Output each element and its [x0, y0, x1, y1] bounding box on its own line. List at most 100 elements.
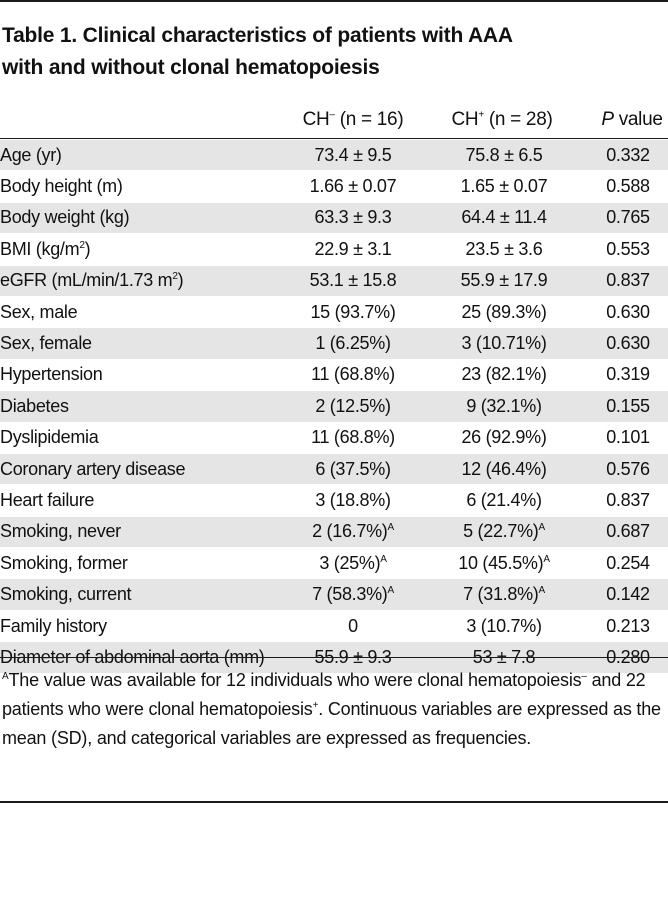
table-row: Sex, female 1 (6.25%) 3 (10.71%) 0.630 [0, 327, 668, 360]
ch-negative-value-text: 2 (16.7%) [312, 521, 388, 542]
p-value: 0.319 [588, 359, 668, 392]
row-label: Sex, female [0, 327, 286, 360]
table-row: Smoking, never 2 (16.7%)A 5 (22.7%)A 0.687 [0, 516, 668, 549]
ch-positive-value-superscript: A [538, 522, 545, 534]
row-label-text: eGFR (mL/min/1.73 m [0, 270, 173, 291]
p-value-text: 0.332 [606, 144, 650, 165]
header-rule [0, 138, 668, 139]
table-row: Smoking, current 7 (58.3%)A 7 (31.8%)A 0.14… [0, 578, 668, 611]
ch-negative-value: 63.3 ± 9.3 [286, 202, 420, 235]
p-value-text: 0.213 [606, 615, 650, 636]
p-value: 0.576 [588, 453, 668, 486]
ch-negative-value-superscript: A [387, 522, 394, 534]
footnote-sup-1: – [581, 671, 587, 682]
ch-negative-value-text: 22.9 ± 3.1 [314, 238, 392, 259]
ch-negative-value: 3 (18.8%) [286, 484, 420, 517]
ch-negative-value: 3 (25%)A [286, 547, 420, 580]
ch-neg-prefix: CH [302, 109, 330, 130]
top-rule [0, 0, 668, 2]
footnote-part-1: The value was available for 12 individua… [8, 670, 582, 690]
row-label-suffix: ) [177, 270, 184, 291]
row-label-text: Sex, male [0, 301, 78, 322]
ch-positive-value-text: 1.65 ± 0.07 [460, 176, 548, 197]
table-title: Table 1. Clinical characteristics of pat… [2, 20, 642, 84]
ch-negative-value-text: 1.66 ± 0.07 [309, 176, 397, 197]
table-row: Dyslipidemia 11 (68.8%) 26 (92.9%) 0.101 [0, 422, 668, 454]
ch-negative-value: 15 (93.7%) [286, 296, 420, 329]
ch-positive-value-superscript: A [538, 585, 545, 597]
ch-negative-value-text: 73.4 ± 9.5 [314, 144, 392, 165]
row-label: Body height (m) [0, 170, 286, 203]
p-value-text: 0.553 [606, 238, 650, 259]
row-label: Sex, male [0, 296, 286, 329]
ch-positive-value: 5 (22.7%)A [420, 516, 588, 549]
row-label-superscript: 2 [79, 239, 85, 251]
ch-positive-value-text: 12 (46.4%) [461, 458, 547, 479]
row-label-text: Dyslipidemia [0, 427, 99, 448]
p-value-text: 0.142 [606, 584, 650, 605]
ch-positive-value: 6 (21.4%) [420, 484, 588, 517]
ch-positive-value: 3 (10.7%) [420, 610, 588, 643]
table-row: Body weight (kg) 63.3 ± 9.3 64.4 ± 11.4 0.7… [0, 202, 668, 235]
ch-negative-value: 1 (6.25%) [286, 327, 420, 360]
footnote-marker: A [2, 671, 9, 682]
p-value: 0.630 [588, 327, 668, 360]
row-label: Coronary artery disease [0, 453, 286, 486]
table-bottom-rule [0, 657, 668, 658]
ch-negative-value: 53.1 ± 15.8 [286, 265, 420, 297]
ch-negative-value: 11 (68.8%) [286, 359, 420, 392]
ch-positive-value: 12 (46.4%) [420, 453, 588, 486]
ch-pos-sup: + [478, 109, 484, 121]
table-row: Family history 0 3 (10.7%) 0.213 [0, 610, 668, 643]
ch-neg-n: (n = 16) [339, 109, 404, 130]
row-label: BMI (kg/m2) [0, 233, 286, 266]
row-label: Smoking, former [0, 547, 286, 580]
ch-pos-prefix: CH [451, 109, 479, 130]
ch-positive-value: 23 (82.1%) [420, 359, 588, 392]
p-value-text: 0.319 [606, 364, 650, 385]
row-label-superscript: 2 [172, 271, 178, 283]
row-label: Dyslipidemia [0, 422, 286, 454]
ch-positive-value-text: 53 ± 7.8 [472, 646, 536, 667]
row-label: Body weight (kg) [0, 202, 286, 235]
ch-positive-value: 1.65 ± 0.07 [420, 170, 588, 203]
footnote-part-2: and 22 patients who were clonal hematopo… [2, 670, 646, 719]
table-row: eGFR (mL/min/1.73 m2) 53.1 ± 15.8 55.9 ± 1… [0, 265, 668, 297]
ch-negative-value: 0 [286, 610, 420, 643]
ch-positive-value-text: 25 (89.3%) [461, 301, 547, 322]
ch-negative-value-text: 3 (18.8%) [315, 489, 391, 510]
p-value: 0.332 [588, 140, 668, 172]
row-label-text: Heart failure [0, 489, 95, 510]
ch-negative-value-superscript: A [380, 553, 387, 565]
ch-positive-value-text: 6 (21.4%) [466, 489, 542, 510]
row-label-suffix: ) [84, 238, 91, 259]
ch-positive-value: 3 (10.71%) [420, 327, 588, 360]
row-label-text: Smoking, current [0, 584, 132, 605]
table-row: Sex, male 15 (93.7%) 25 (89.3%) 0.630 [0, 296, 668, 329]
p-value: 0.630 [588, 296, 668, 329]
p-value: 0.765 [588, 202, 668, 235]
ch-negative-value-text: 1 (6.25%) [315, 333, 391, 354]
row-label-text: Sex, female [0, 333, 92, 354]
table-body: Age (yr) 73.4 ± 9.5 75.8 ± 6.5 0.332 Body he… [0, 140, 668, 674]
row-label: eGFR (mL/min/1.73 m2) [0, 265, 286, 297]
ch-negative-value-text: 6 (37.5%) [315, 458, 391, 479]
ch-positive-value-text: 26 (92.9%) [461, 427, 547, 448]
row-label-text: BMI (kg/m [0, 238, 80, 259]
ch-positive-value-text: 3 (10.71%) [461, 333, 547, 354]
row-label-text: Age (yr) [0, 144, 62, 165]
ch-positive-value: 55.9 ± 17.9 [420, 265, 588, 297]
row-label: Smoking, current [0, 578, 286, 611]
p-value: 0.101 [588, 422, 668, 454]
bottom-rule [0, 801, 668, 803]
table-title-line-1: Table 1. Clinical characteristics of pat… [2, 24, 513, 47]
ch-positive-value: 64.4 ± 11.4 [420, 202, 588, 235]
ch-positive-value-text: 9 (32.1%) [466, 395, 542, 416]
ch-positive-value: 10 (45.5%)A [420, 547, 588, 580]
table-title-line-2: with and without clonal hematopoiesis [2, 56, 380, 79]
p-value: 0.142 [588, 578, 668, 611]
ch-negative-value: 2 (16.7%)A [286, 516, 420, 549]
p-value: 0.213 [588, 610, 668, 643]
ch-negative-value-text: 55.9 ± 9.3 [314, 646, 392, 667]
p-value: 0.155 [588, 390, 668, 423]
